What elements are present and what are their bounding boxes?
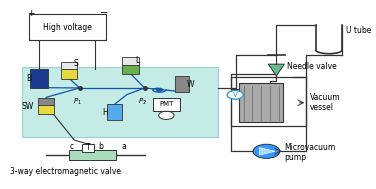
FancyBboxPatch shape bbox=[122, 57, 139, 65]
Text: Vacuum
vessel: Vacuum vessel bbox=[310, 93, 340, 112]
Text: b: b bbox=[98, 142, 103, 151]
FancyBboxPatch shape bbox=[82, 144, 94, 152]
Text: H: H bbox=[103, 108, 108, 117]
Polygon shape bbox=[268, 64, 284, 76]
Text: $P_1$: $P_1$ bbox=[73, 96, 82, 107]
Text: B: B bbox=[26, 74, 32, 83]
Text: c: c bbox=[70, 142, 74, 151]
FancyBboxPatch shape bbox=[30, 69, 49, 88]
FancyBboxPatch shape bbox=[240, 83, 283, 122]
Text: PMT: PMT bbox=[159, 101, 174, 107]
FancyBboxPatch shape bbox=[174, 76, 189, 92]
Text: U tube: U tube bbox=[346, 26, 371, 35]
FancyBboxPatch shape bbox=[22, 67, 218, 137]
Text: S: S bbox=[74, 59, 78, 68]
Text: V: V bbox=[233, 92, 238, 98]
FancyBboxPatch shape bbox=[29, 14, 106, 40]
Text: SW: SW bbox=[21, 102, 33, 111]
Circle shape bbox=[159, 111, 174, 119]
FancyBboxPatch shape bbox=[153, 98, 179, 112]
Text: +: + bbox=[27, 9, 34, 18]
FancyBboxPatch shape bbox=[61, 69, 77, 79]
Text: $P_2$: $P_2$ bbox=[138, 96, 147, 107]
FancyBboxPatch shape bbox=[108, 104, 122, 120]
FancyBboxPatch shape bbox=[38, 98, 54, 105]
FancyBboxPatch shape bbox=[122, 65, 139, 74]
Text: T: T bbox=[86, 143, 91, 152]
FancyBboxPatch shape bbox=[61, 62, 77, 69]
Text: −: − bbox=[100, 9, 108, 19]
Text: 3-way electromagnetic valve: 3-way electromagnetic valve bbox=[10, 167, 121, 176]
Circle shape bbox=[227, 91, 243, 99]
Text: Microvacuum
pump: Microvacuum pump bbox=[284, 143, 335, 162]
Text: High voltage: High voltage bbox=[43, 23, 92, 32]
Text: Needle valve: Needle valve bbox=[287, 62, 337, 71]
FancyBboxPatch shape bbox=[38, 105, 54, 114]
Circle shape bbox=[253, 144, 280, 158]
Text: a: a bbox=[121, 142, 126, 151]
Text: W: W bbox=[187, 80, 195, 89]
Polygon shape bbox=[259, 148, 275, 155]
FancyBboxPatch shape bbox=[69, 150, 117, 160]
Text: L: L bbox=[135, 56, 140, 65]
